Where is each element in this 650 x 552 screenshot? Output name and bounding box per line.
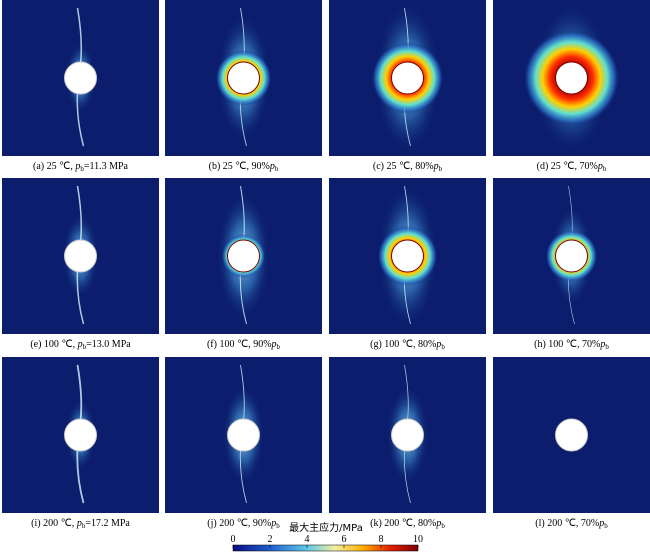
borehole (555, 61, 588, 95)
colorbar (232, 544, 419, 552)
colorbar-tick-label: 4 (305, 534, 310, 545)
borehole (227, 418, 260, 452)
caption-symbol: p (77, 339, 83, 350)
caption-symbol: p (598, 518, 604, 529)
borehole (555, 418, 588, 452)
caption-subscript: b (441, 343, 445, 351)
caption-symbol: p (433, 161, 439, 172)
caption-symbol: p (74, 161, 80, 172)
caption-rest: =13.0 MPa (86, 339, 131, 350)
borehole (64, 61, 97, 95)
caption-subscript: b (83, 343, 87, 351)
caption-symbol: p (76, 518, 82, 529)
colorbar-tick-label: 8 (379, 534, 384, 545)
caption-text: (f) 100 ℃, 90% (207, 339, 272, 350)
panels: (a) 25 ℃, pb=11.3 MPa (b) 25 ℃, 90%pb (c) … (2, 0, 650, 530)
caption: (j) 200 ℃, 90%pb (207, 518, 280, 530)
borehole (391, 239, 424, 273)
caption-text: (j) 200 ℃, 90% (207, 518, 271, 529)
borehole (227, 61, 260, 95)
caption: (i) 200 ℃, pb=17.2 MPa (31, 518, 130, 530)
caption: (a) 25 ℃, pb=11.3 MPa (33, 161, 129, 173)
colorbar-tick-label: 2 (268, 534, 273, 545)
caption: (e) 100 ℃, pb=13.0 MPa (30, 339, 131, 351)
borehole (555, 239, 588, 273)
caption-subscript: b (276, 522, 280, 530)
caption-subscript: b (80, 165, 84, 173)
caption: (g) 100 ℃, 80%pb (370, 339, 445, 351)
caption-subscript: b (277, 343, 281, 351)
colorbar-tick-label: 6 (342, 534, 347, 545)
caption-subscript: b (441, 522, 445, 530)
caption-symbol: p (271, 339, 277, 350)
caption-symbol: p (435, 339, 441, 350)
caption: (c) 25 ℃, 80%pb (373, 161, 443, 173)
caption-symbol: p (599, 339, 605, 350)
borehole (227, 239, 260, 273)
caption: (d) 25 ℃, 70%pb (537, 161, 607, 173)
caption-subscript: b (439, 165, 443, 173)
caption-text: (a) 25 ℃, (33, 161, 75, 172)
caption-text: (i) 200 ℃, (31, 518, 77, 529)
caption-rest: =11.3 MPa (84, 161, 129, 172)
caption-subscript: b (82, 522, 86, 530)
caption: (b) 25 ℃, 90%pb (209, 161, 279, 173)
colorbar-tick-label: 10 (413, 534, 423, 545)
borehole (64, 418, 97, 452)
caption-symbol: p (597, 161, 603, 172)
caption-subscript: b (603, 165, 607, 173)
caption-subscript: b (604, 522, 608, 530)
caption-rest: =17.2 MPa (85, 518, 130, 529)
borehole (64, 239, 97, 273)
caption: (l) 200 ℃, 70%pb (535, 518, 608, 530)
caption: (k) 200 ℃, 80%pb (370, 518, 445, 530)
caption-text: (b) 25 ℃, 90% (209, 161, 270, 172)
caption-text: (k) 200 ℃, 80% (370, 518, 436, 529)
caption: (f) 100 ℃, 90%pb (207, 339, 281, 351)
caption-symbol: p (270, 518, 276, 529)
caption: (h) 100 ℃, 70%pb (534, 339, 609, 351)
caption-symbol: p (269, 161, 275, 172)
borehole (391, 418, 424, 452)
caption-subscript: b (605, 343, 609, 351)
caption-text: (e) 100 ℃, (30, 339, 77, 350)
caption-text: (d) 25 ℃, 70% (537, 161, 598, 172)
colorbar-tick-label: 0 (231, 534, 236, 545)
caption-text: (l) 200 ℃, 70% (535, 518, 599, 529)
borehole (391, 61, 424, 95)
caption-subscript: b (275, 165, 279, 173)
caption-text: (h) 100 ℃, 70% (534, 339, 600, 350)
caption-text: (c) 25 ℃, 80% (373, 161, 434, 172)
colorbar-title: 最大主应力/MPa (289, 521, 363, 534)
caption-symbol: p (435, 518, 441, 529)
caption-text: (g) 100 ℃, 80% (370, 339, 436, 350)
